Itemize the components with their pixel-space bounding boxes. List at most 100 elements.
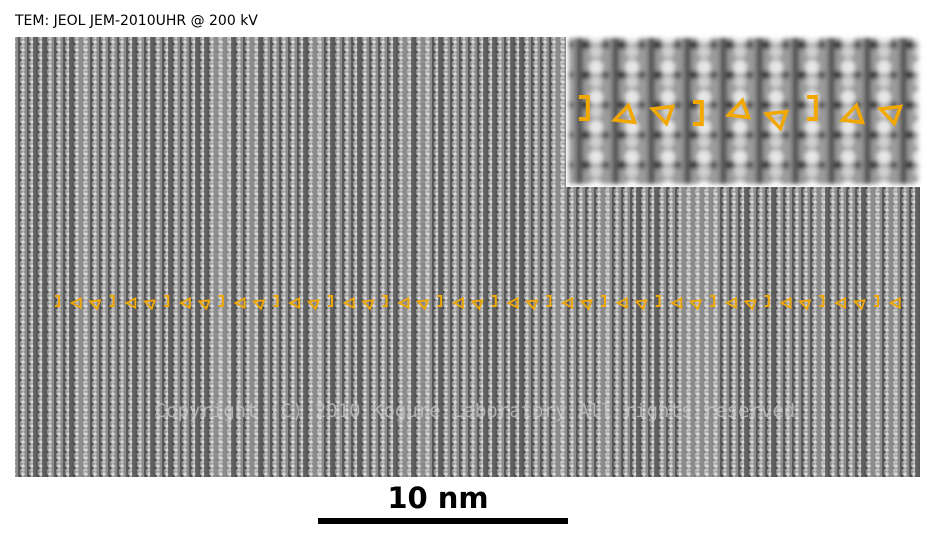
triangle-marker xyxy=(743,299,757,311)
light-stripe xyxy=(891,37,895,477)
light-stripe xyxy=(873,37,877,477)
scale-bar xyxy=(318,518,568,524)
triangle-marker xyxy=(724,97,752,120)
watermark: Copyright (C) 2010 Kogure Laboratory All… xyxy=(155,400,796,422)
dark-stripe xyxy=(357,37,360,477)
light-stripe xyxy=(405,37,409,477)
triangle-marker xyxy=(634,299,648,311)
bracket-marker xyxy=(328,295,333,307)
bracket-marker xyxy=(546,295,552,307)
light-stripe xyxy=(423,37,427,477)
dark-stripe xyxy=(483,37,486,477)
triangle-marker xyxy=(252,299,266,311)
triangle-marker xyxy=(142,299,157,311)
bracket-marker xyxy=(655,295,661,307)
inset-marker-row xyxy=(579,95,904,132)
triangle-marker xyxy=(688,299,703,311)
triangle-marker xyxy=(798,299,812,311)
dark-stripe xyxy=(231,37,234,477)
dark-stripe xyxy=(42,37,45,477)
bracket-marker xyxy=(807,95,818,121)
light-stripe xyxy=(216,37,220,477)
light-stripe xyxy=(684,37,688,477)
dark-stripe xyxy=(258,37,261,477)
bracket-marker xyxy=(819,295,825,307)
dark-stripe xyxy=(915,37,918,477)
dark-stripe xyxy=(132,37,135,477)
light-stripe xyxy=(693,37,697,477)
scale-bar-label: 10 nm xyxy=(387,481,488,515)
triangle-marker xyxy=(615,297,628,309)
triangle-marker xyxy=(670,297,683,309)
bracket-marker xyxy=(164,295,170,307)
dark-stripe xyxy=(771,37,774,477)
dark-stripe xyxy=(393,37,396,477)
dark-stripe xyxy=(636,37,639,477)
dark-stripe xyxy=(168,37,171,477)
triangle-marker xyxy=(69,297,82,309)
triangle-marker xyxy=(610,102,638,125)
triangle-marker xyxy=(876,104,904,127)
triangle-marker xyxy=(579,299,593,311)
light-stripe xyxy=(711,37,715,477)
light-stripe xyxy=(603,37,607,477)
dark-stripe xyxy=(654,37,657,477)
triangle-marker xyxy=(852,299,866,311)
dark-stripe xyxy=(411,37,414,477)
dark-stripe xyxy=(330,37,333,477)
inset-texture xyxy=(569,38,919,184)
triangle-marker xyxy=(762,109,790,132)
triangle-marker xyxy=(724,297,737,309)
triangle-marker xyxy=(361,299,375,311)
bracket-marker xyxy=(764,295,770,307)
bracket-marker xyxy=(579,95,590,121)
bracket-marker xyxy=(55,295,60,307)
triangle-marker xyxy=(397,297,410,309)
triangle-marker xyxy=(888,297,901,309)
marker-row xyxy=(55,295,901,311)
dark-stripe xyxy=(744,37,747,477)
triangle-marker xyxy=(648,104,676,127)
dark-stripe xyxy=(303,37,306,477)
dark-stripe xyxy=(825,37,828,477)
triangle-marker xyxy=(306,299,320,311)
triangle-marker xyxy=(779,297,792,309)
triangle-marker xyxy=(342,297,355,309)
dark-stripe xyxy=(438,37,441,477)
bracket-marker xyxy=(874,295,879,307)
light-stripe xyxy=(702,37,706,477)
header-title: TEM: JEOL JEM-2010UHR @ 200 kV xyxy=(14,13,258,29)
light-stripe xyxy=(315,37,319,477)
bracket-marker xyxy=(693,100,704,126)
triangle-marker xyxy=(561,297,573,309)
dark-stripe xyxy=(492,37,495,477)
bracket-marker xyxy=(382,295,388,307)
dark-stripe xyxy=(33,37,36,477)
dark-stripe xyxy=(510,37,513,477)
light-stripe xyxy=(81,37,85,477)
triangle-marker xyxy=(88,299,102,311)
bracket-marker xyxy=(273,295,279,307)
triangle-marker xyxy=(834,297,846,309)
light-stripe xyxy=(558,37,562,477)
triangle-marker xyxy=(415,299,430,311)
dark-stripe xyxy=(204,37,207,477)
dark-stripe xyxy=(861,37,864,477)
bracket-marker xyxy=(218,295,224,307)
stripe-overlay xyxy=(33,37,918,477)
dark-stripe xyxy=(150,37,153,477)
bracket-marker xyxy=(491,295,497,307)
bracket-marker xyxy=(437,295,443,307)
triangle-marker xyxy=(506,297,519,309)
bracket-marker xyxy=(710,295,716,307)
triangle-marker xyxy=(451,297,464,309)
triangle-marker xyxy=(178,297,191,309)
dark-stripe xyxy=(519,37,522,477)
inset xyxy=(566,36,921,187)
dark-stripe xyxy=(195,37,198,477)
triangle-marker xyxy=(197,299,211,311)
light-stripe xyxy=(252,37,256,477)
light-stripe xyxy=(819,37,823,477)
triangle-marker xyxy=(233,297,246,309)
